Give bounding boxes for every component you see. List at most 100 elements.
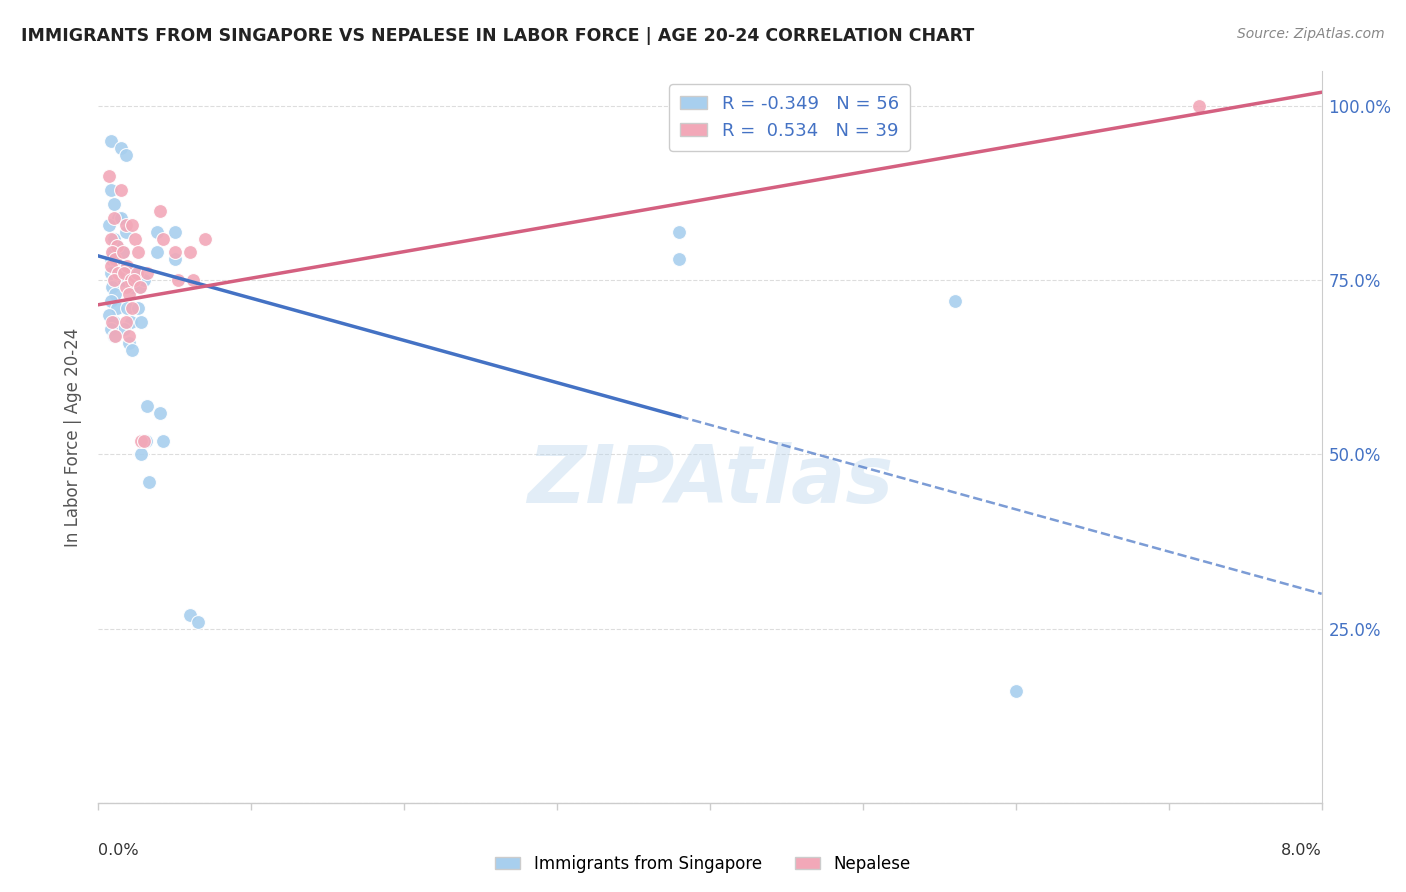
Point: [98, 308, 121, 322]
Point: [129, 315, 152, 329]
Point: [120, 273, 142, 287]
Point: [1004, 684, 1026, 698]
Point: [136, 266, 159, 280]
Text: 8.0%: 8.0%: [1281, 843, 1322, 858]
Point: [149, 203, 172, 218]
Point: [105, 238, 128, 252]
Point: [117, 260, 139, 274]
Point: [101, 280, 124, 294]
Point: [127, 301, 149, 316]
Point: [128, 280, 150, 294]
Point: [145, 245, 167, 260]
Point: [163, 252, 186, 267]
Point: [103, 273, 125, 287]
Point: [103, 245, 125, 260]
Point: [127, 245, 149, 260]
Point: [145, 225, 167, 239]
Point: [104, 287, 127, 301]
Point: [108, 273, 131, 287]
Y-axis label: In Labor Force | Age 20-24: In Labor Force | Age 20-24: [65, 327, 83, 547]
Point: [117, 301, 139, 316]
Point: [138, 475, 160, 490]
Point: [181, 273, 204, 287]
Point: [668, 252, 690, 267]
Point: [668, 225, 690, 239]
Point: [105, 301, 128, 316]
Point: [128, 280, 150, 294]
Point: [104, 252, 127, 267]
Point: [100, 266, 122, 280]
Point: [136, 399, 159, 413]
Legend: R = -0.349   N = 56, R =  0.534   N = 39: R = -0.349 N = 56, R = 0.534 N = 39: [669, 84, 910, 151]
Point: [105, 260, 128, 274]
Point: [100, 294, 122, 309]
Point: [103, 315, 125, 329]
Point: [101, 315, 124, 329]
Point: [129, 448, 152, 462]
Point: [124, 231, 146, 245]
Point: [115, 260, 138, 274]
Point: [118, 329, 141, 343]
Point: [122, 273, 145, 287]
Point: [112, 273, 135, 287]
Point: [121, 218, 143, 232]
Point: [100, 183, 122, 197]
Legend: Immigrants from Singapore, Nepalese: Immigrants from Singapore, Nepalese: [489, 848, 917, 880]
Point: [115, 148, 138, 162]
Text: ZIPAtlas: ZIPAtlas: [527, 442, 893, 520]
Point: [134, 273, 156, 287]
Point: [163, 245, 186, 260]
Point: [100, 322, 122, 336]
Point: [125, 266, 148, 280]
Point: [115, 218, 138, 232]
Point: [120, 315, 142, 329]
Point: [129, 434, 152, 448]
Point: [103, 211, 125, 225]
Point: [103, 329, 125, 343]
Point: [152, 434, 174, 448]
Point: [135, 434, 157, 448]
Point: [118, 287, 141, 301]
Point: [112, 266, 135, 280]
Text: IMMIGRANTS FROM SINGAPORE VS NEPALESE IN LABOR FORCE | AGE 20-24 CORRELATION CHA: IMMIGRANTS FROM SINGAPORE VS NEPALESE IN…: [21, 27, 974, 45]
Point: [194, 231, 217, 245]
Point: [103, 231, 125, 245]
Point: [107, 211, 129, 225]
Point: [105, 238, 128, 252]
Point: [100, 260, 122, 274]
Point: [163, 225, 186, 239]
Point: [121, 280, 143, 294]
Point: [149, 406, 172, 420]
Point: [110, 211, 132, 225]
Point: [100, 252, 122, 267]
Point: [187, 615, 209, 629]
Point: [103, 196, 125, 211]
Point: [1188, 99, 1211, 113]
Point: [107, 266, 129, 280]
Point: [104, 329, 127, 343]
Text: 0.0%: 0.0%: [98, 843, 139, 858]
Point: [118, 336, 141, 351]
Point: [134, 434, 156, 448]
Point: [112, 322, 135, 336]
Point: [115, 315, 138, 329]
Point: [943, 294, 966, 309]
Point: [115, 225, 138, 239]
Point: [111, 245, 134, 260]
Point: [125, 266, 148, 280]
Point: [167, 273, 190, 287]
Point: [179, 607, 201, 622]
Point: [121, 343, 143, 357]
Point: [100, 134, 122, 148]
Point: [98, 169, 121, 183]
Point: [110, 141, 132, 155]
Point: [179, 245, 201, 260]
Point: [103, 273, 125, 287]
Point: [98, 218, 121, 232]
Point: [121, 301, 143, 316]
Point: [110, 183, 132, 197]
Text: Source: ZipAtlas.com: Source: ZipAtlas.com: [1237, 27, 1385, 41]
Point: [152, 231, 174, 245]
Point: [111, 245, 134, 260]
Point: [101, 245, 124, 260]
